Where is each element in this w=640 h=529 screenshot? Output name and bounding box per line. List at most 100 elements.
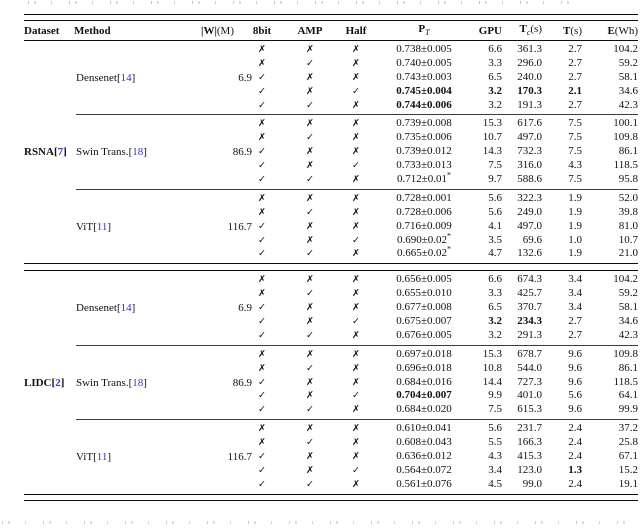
method-label: Swin Trans.[18] [76,146,172,158]
cell-gpu: 4.1 [488,219,502,232]
significance-star: * [447,170,452,180]
cell-t-seconds: 1.3 [568,463,582,476]
table-row: ✗ ✗ ✗ 0.656±0.005 6.6 674.3 3.4 104.2 [24,273,638,287]
check-mark-bit8: ✓ [258,329,266,341]
cite-bracket: [ [93,450,97,463]
cell-pt-score: 0.610±0.041 [396,422,452,435]
check-mark-bit8: ✓ [258,376,266,388]
col-header-dataset: Dataset [24,24,60,37]
cell-gpu: 3.2 [488,98,502,111]
citation-link[interactable]: 2 [55,376,61,389]
cell-t-seconds: 4.3 [568,159,582,172]
citation-link[interactable]: 11 [96,220,108,233]
method-group: ✗ ✗ ✗ 0.656±0.005 6.6 674.3 3.4 104.2 ✗ ✓ ✗ 0.655±0… [24,271,638,344]
cell-t-seconds: 2.4 [568,450,582,463]
cell-tc-seconds: 678.7 [517,347,542,360]
cell-t-seconds: 1.0 [568,233,582,246]
cross-mark-half: ✗ [352,423,360,435]
table-row: ✓ ✗ ✓ 0.704±0.007 9.9 401.0 5.6 64.1 [24,389,638,403]
cite-bracket: [ [116,302,121,315]
cell-gpu: 3.2 [488,328,502,341]
table-row: ✓ ✓ ✗ 0.561±0.076 4.5 99.0 2.4 19.1 [24,478,638,492]
col-header-gpu: GPU [478,24,502,37]
citation-link[interactable]: 7 [57,146,64,159]
cell-tc-seconds: 588.6 [517,173,542,186]
cross-mark-amp: ✗ [306,146,314,158]
check-mark-amp: ✓ [306,57,314,69]
cell-tc-seconds: 249.0 [517,205,542,218]
cell-tc-seconds: 191.3 [517,98,542,111]
cell-energy-wh: 100.1 [613,117,638,130]
citation-link[interactable]: 18 [132,376,144,389]
cell-gpu: 3.5 [488,233,502,246]
cite-bracket: [ [128,376,133,389]
cell-pt-score: 0.697±0.018 [396,347,452,360]
cropped-text-fragment [2,521,630,524]
cell-gpu: 14.4 [482,375,502,388]
cell-energy-wh: 59.2 [618,287,638,300]
cross-mark-amp: ✗ [306,464,314,476]
cite-bracket: ] [107,220,111,233]
cell-t-seconds: 2.7 [568,315,582,328]
cell-energy-wh: 58.1 [618,301,638,314]
cell-energy-wh: 21.0 [618,247,638,260]
cross-mark-amp: ✗ [306,160,314,172]
cross-mark-bit8: ✗ [258,44,266,55]
cross-mark-half: ✗ [352,404,360,416]
cross-mark-half: ✗ [352,302,360,314]
cell-pt-score: 0.739±0.008 [396,117,452,130]
method-group-rule [76,114,638,116]
cell-t-seconds: 7.5 [568,145,582,158]
table-row: ✓ ✗ ✗ 0.684±0.016 14.4 727.3 9.6 118.5 [24,376,638,390]
citation-link[interactable]: 14 [120,302,132,315]
col-header-pt: PT [418,23,430,38]
cross-mark-bit8: ✗ [258,274,266,286]
cell-t-seconds: 5.6 [568,389,582,402]
cell-t-seconds: 2.7 [568,98,582,111]
col-header-ts: T(s) [563,24,582,37]
citation-link[interactable]: 11 [96,450,108,463]
cell-tc-seconds: 727.3 [517,375,542,388]
col-header-e: E(Wh) [607,24,638,37]
cell-tc-seconds: 240.0 [517,70,542,83]
table-row: ✗ ✗ ✗ 0.610±0.041 5.6 231.7 2.4 37.2 [24,422,638,436]
cell-tc-seconds: 732.3 [517,145,542,158]
cell-pt-score: 0.743±0.003 [396,70,452,83]
cell-t-seconds: 2.7 [568,56,582,69]
cell-pt-score: 0.740±0.005 [396,56,452,69]
method-group-rule [76,344,638,346]
method-group: ✗ ✗ ✗ 0.739±0.008 15.3 617.6 7.5 100.1 ✗ ✓ ✗ 0.735±… [24,115,638,188]
cross-mark-amp: ✗ [306,71,314,83]
cell-pt-score: 0.696±0.018 [396,361,452,374]
cell-gpu: 3.4 [488,463,502,476]
table-row: ✓ ✓ ✗ 0.744±0.006 3.2 191.3 2.7 42.3 [24,99,638,113]
citation-link[interactable]: 14 [120,71,132,84]
table-row: ✗ ✗ ✗ 0.728±0.001 5.6 322.3 1.9 52.0 [24,192,638,206]
col-header-weight: |W|(M) [201,24,234,37]
cell-pt-score: 0.665±0.02* [396,244,452,260]
significance-star: * [447,244,452,254]
cell-tc-seconds: 170.3 [517,84,542,97]
table-row: ✓ ✗ ✗ 0.739±0.012 14.3 732.3 7.5 86.1 [24,145,638,159]
cite-bracket: [ [51,376,56,389]
cell-energy-wh: 86.1 [618,145,638,158]
cell-pt-score: 0.744±0.006 [396,98,452,111]
cross-mark-half: ✗ [352,146,360,158]
cell-tc-seconds: 415.3 [517,450,542,463]
table-bottom-rule [24,493,638,501]
cite-bracket: ] [63,146,67,159]
table-row: ✓ ✗ ✗ 0.636±0.012 4.3 415.3 2.4 67.1 [24,450,638,464]
cell-gpu: 6.6 [488,43,502,55]
cell-energy-wh: 15.2 [618,463,638,476]
cross-mark-bit8: ✗ [258,118,266,130]
citation-link[interactable]: 18 [132,146,144,159]
table-header-row: Dataset Method |W|(M) 8bit AMP Half PT G… [24,21,638,40]
results-table: Dataset Method |W|(M) 8bit AMP Half PT G… [24,14,638,501]
col-header-8bit: 8bit [252,24,272,37]
cross-mark-half: ✗ [352,132,360,144]
cell-pt-score: 0.656±0.005 [396,273,452,286]
check-mark-amp: ✓ [306,404,314,416]
cell-gpu: 3.3 [488,56,502,69]
cell-tc-seconds: 401.0 [517,389,542,402]
cell-energy-wh: 39.8 [618,205,638,218]
